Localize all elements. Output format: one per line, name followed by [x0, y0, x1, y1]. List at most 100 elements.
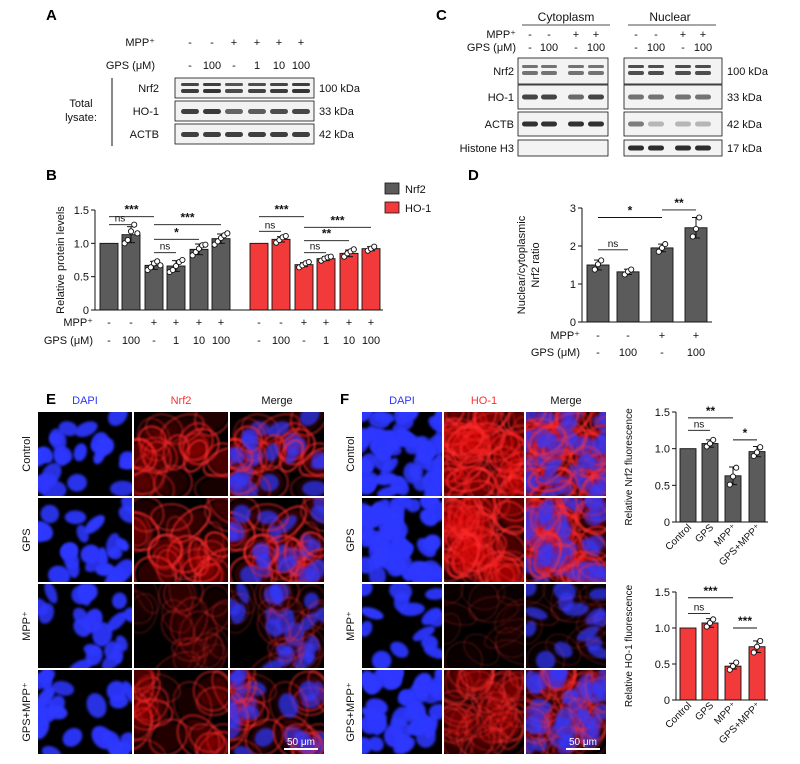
red-signal — [141, 422, 167, 457]
image-content — [526, 498, 606, 582]
nucleus — [44, 584, 58, 604]
blot-band — [270, 89, 288, 93]
nucleus — [588, 564, 606, 578]
data-point — [757, 637, 764, 645]
gps-x-value: 100 — [619, 347, 637, 359]
nucleus — [265, 619, 283, 637]
blot-band — [225, 132, 243, 137]
nucleus — [303, 592, 319, 609]
gps-lane-value: 100 — [647, 42, 665, 54]
red-signal — [576, 557, 606, 582]
gps-x-value: 100 — [362, 335, 380, 347]
nucleus — [270, 584, 283, 606]
data-point — [662, 241, 669, 248]
blot-band — [568, 121, 584, 127]
nucleus — [106, 680, 127, 702]
data-point — [127, 228, 135, 235]
blot-band — [522, 71, 538, 75]
legend-label-nrf2: Nrf2 — [405, 184, 426, 196]
gps-x-value: - — [596, 347, 600, 359]
nucleus — [293, 730, 312, 746]
nucleus — [38, 446, 54, 464]
red-signal — [445, 532, 481, 580]
red-signal — [581, 476, 606, 496]
red-signal — [134, 598, 155, 629]
data-point — [154, 258, 161, 265]
mpp-x-value: + — [218, 317, 224, 329]
nucleus — [424, 564, 442, 578]
blot-band — [522, 65, 538, 68]
nucleus — [590, 482, 606, 495]
nucleus — [562, 602, 589, 617]
column-header: Nrf2 — [171, 395, 192, 407]
data-point — [733, 659, 740, 666]
mpp-lane-value: + — [700, 29, 706, 41]
blot-band — [203, 89, 221, 93]
nucleus — [362, 607, 384, 620]
significance-label: *** — [703, 584, 717, 598]
nucleus — [47, 705, 68, 720]
data-point — [371, 243, 378, 250]
blot-band — [225, 109, 243, 114]
red-signal — [500, 642, 524, 663]
nucleus — [54, 449, 69, 466]
y-tick-label: 1.0 — [74, 238, 89, 250]
y-tick-label: 0.5 — [74, 272, 89, 284]
nucleus — [254, 727, 275, 747]
nucleus — [420, 498, 439, 509]
bar — [684, 227, 708, 323]
blot-band — [270, 132, 288, 137]
nucleus — [362, 430, 370, 454]
nucleus — [76, 524, 89, 543]
red-signal — [199, 476, 228, 496]
bar — [316, 258, 336, 311]
image-content — [230, 498, 324, 582]
blot-size-label: 33 kDa — [319, 106, 355, 118]
red-signal — [203, 553, 228, 582]
blot-band — [568, 71, 584, 75]
bar — [294, 264, 314, 311]
red-signal — [489, 622, 523, 645]
row-label: MPP⁺ — [345, 611, 357, 641]
blot-frame — [174, 123, 315, 145]
image-content — [230, 584, 324, 668]
significance-label: *** — [330, 213, 344, 227]
blot-band — [248, 89, 266, 93]
significance-label: * — [628, 204, 633, 218]
red-signal — [256, 609, 292, 647]
mpp-lane-value: - — [547, 29, 551, 41]
red-signal — [230, 670, 251, 704]
blot-band — [270, 109, 288, 114]
red-signal — [134, 670, 156, 687]
significance-label: *** — [274, 203, 288, 217]
red-signal — [188, 722, 226, 754]
blot-band — [628, 145, 644, 151]
nucleus — [425, 588, 442, 600]
y-tick-label: 1.5 — [655, 587, 670, 599]
nucleus — [38, 702, 48, 729]
red-signal — [300, 531, 324, 559]
nucleus — [386, 670, 404, 682]
blot-size-label: 17 kDa — [727, 143, 763, 155]
bar — [586, 264, 610, 323]
nucleus — [393, 430, 414, 448]
mpp-x-value: - — [279, 317, 283, 329]
red-signal — [134, 670, 161, 691]
data-point — [179, 256, 186, 264]
bar — [189, 248, 209, 311]
red-signal — [445, 424, 485, 457]
mpp-x-value: - — [129, 317, 133, 329]
data-point — [350, 246, 357, 253]
nucleus — [276, 556, 296, 573]
nucleus — [118, 453, 132, 470]
nucleus — [398, 602, 425, 617]
nucleus — [255, 552, 272, 569]
red-signal — [170, 547, 210, 581]
red-signal — [294, 547, 324, 582]
nucleus — [536, 544, 554, 568]
nucleus — [118, 505, 132, 524]
nucleus — [299, 412, 320, 426]
nucleus — [241, 428, 259, 451]
red-signal — [134, 592, 159, 635]
mpp-row-label: MPP⁺ — [486, 29, 516, 41]
